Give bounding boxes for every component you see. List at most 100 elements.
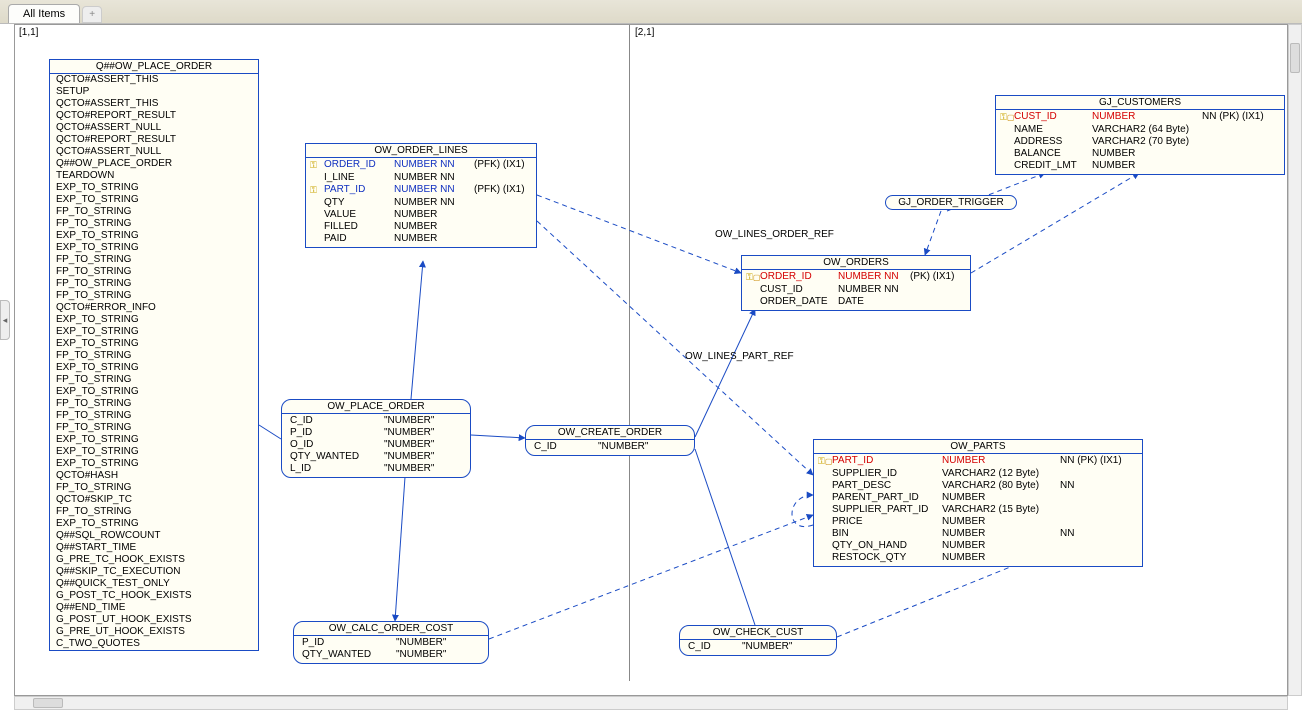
pane-divider [629,25,630,681]
list-item: Q##SQL_ROWCOUNT [50,530,258,542]
list-item: FP_TO_STRING [50,218,258,230]
list-item: EXP_TO_STRING [50,518,258,530]
list-item: Q##START_TIME [50,542,258,554]
proc-ow-check-cust[interactable]: OW_CHECK_CUSTC_ID"NUMBER" [679,625,837,656]
list-item: FP_TO_STRING [50,374,258,386]
list-item: G_PRE_TC_HOOK_EXISTS [50,554,258,566]
table-row: I_LINENUMBER NN [310,172,532,184]
list-item: SETUP [50,86,258,98]
list-item: QCTO#HASH [50,470,258,482]
list-item: TEARDOWN [50,170,258,182]
proc-title: OW_CALC_ORDER_COST [294,622,488,636]
entity-title: OW_PARTS [814,440,1142,454]
key-icon [818,456,825,467]
list-item: FP_TO_STRING [50,350,258,362]
table-row: PART_IDNUMBERNN (PK) (IX1) [818,455,1138,468]
list-item: FP_TO_STRING [50,506,258,518]
key-icon [746,272,753,283]
table-row: BALANCENUMBER [1000,148,1280,160]
list-item: QCTO#ERROR_INFO [50,302,258,314]
list-item: FP_TO_STRING [50,410,258,422]
list-item: FP_TO_STRING [50,278,258,290]
list-item: FP_TO_STRING [50,398,258,410]
proc-title: GJ_ORDER_TRIGGER [886,196,1016,209]
table-row: VALUENUMBER [310,209,532,221]
edge-label-lines-part: OW_LINES_PART_REF [685,351,794,362]
table-row: C_ID"NUMBER" [290,415,462,427]
list-item: QCTO#ASSERT_THIS [50,74,258,86]
tab-add[interactable]: + [82,6,102,23]
proc-ow-create-order[interactable]: OW_CREATE_ORDERC_ID"NUMBER" [525,425,695,456]
list-item: EXP_TO_STRING [50,326,258,338]
list-item: FP_TO_STRING [50,290,258,302]
table-row: SUPPLIER_PART_IDVARCHAR2 (15 Byte) [818,504,1138,516]
scrollbar-h-thumb[interactable] [33,698,63,708]
proc-title: OW_PLACE_ORDER [282,400,470,414]
entity-gj-customers[interactable]: GJ_CUSTOMERSCUST_IDNUMBERNN (PK) (IX1)NA… [995,95,1285,175]
list-item: EXP_TO_STRING [50,194,258,206]
table-row: C_ID"NUMBER" [534,441,686,453]
list-item: FP_TO_STRING [50,422,258,434]
list-item: FP_TO_STRING [50,482,258,494]
list-item: EXP_TO_STRING [50,242,258,254]
scrollbar-v-thumb[interactable] [1290,43,1300,73]
list-item: EXP_TO_STRING [50,434,258,446]
table-row: FILLEDNUMBER [310,221,532,233]
list-item: G_POST_UT_HOOK_EXISTS [50,614,258,626]
table-row: PART_DESCVARCHAR2 (80 Byte)NN [818,480,1138,492]
table-row: ORDER_DATEDATE [746,296,966,308]
key-icon [310,185,317,196]
table-row: P_ID"NUMBER" [290,427,462,439]
table-row: P_ID"NUMBER" [302,637,480,649]
table-row: SUPPLIER_IDVARCHAR2 (12 Byte) [818,468,1138,480]
table-row: ORDER_IDNUMBER NN(PFK) (IX1) [310,159,532,172]
proc-ow-place-order[interactable]: OW_PLACE_ORDERC_ID"NUMBER"P_ID"NUMBER"O_… [281,399,471,478]
list-item: EXP_TO_STRING [50,362,258,374]
list-item: Q##OW_PLACE_ORDER [50,158,258,170]
proc-gj-order-trigger[interactable]: GJ_ORDER_TRIGGER [885,195,1017,210]
list-item: EXP_TO_STRING [50,314,258,326]
edge-label-lines-order: OW_LINES_ORDER_REF [715,229,834,240]
list-item: EXP_TO_STRING [50,230,258,242]
entity-q-place-order[interactable]: Q##OW_PLACE_ORDERQCTO#ASSERT_THISSETUPQC… [49,59,259,651]
entity-ow-order-lines[interactable]: OW_ORDER_LINESORDER_IDNUMBER NN(PFK) (IX… [305,143,537,248]
list-item: FP_TO_STRING [50,206,258,218]
table-row: CREDIT_LMTNUMBER [1000,160,1280,172]
list-item: EXP_TO_STRING [50,386,258,398]
list-item: Q##END_TIME [50,602,258,614]
list-item: G_PRE_UT_HOOK_EXISTS [50,626,258,638]
proc-title: OW_CREATE_ORDER [526,426,694,440]
table-row: NAMEVARCHAR2 (64 Byte) [1000,124,1280,136]
tab-all-items[interactable]: All Items [8,4,80,23]
scrollbar-horizontal[interactable] [14,696,1288,710]
table-row: O_ID"NUMBER" [290,439,462,451]
list-item: QCTO#ASSERT_THIS [50,98,258,110]
entity-ow-parts[interactable]: OW_PARTSPART_IDNUMBERNN (PK) (IX1)SUPPLI… [813,439,1143,567]
proc-title: OW_CHECK_CUST [680,626,836,640]
list-item: FP_TO_STRING [50,254,258,266]
table-row: PRICENUMBER [818,516,1138,528]
table-row: QTY_ON_HANDNUMBER [818,540,1138,552]
list-item: Q##SKIP_TC_EXECUTION [50,566,258,578]
entity-ow-orders[interactable]: OW_ORDERSORDER_IDNUMBER NN(PK) (IX1)CUST… [741,255,971,311]
proc-ow-calc-order-cost[interactable]: OW_CALC_ORDER_COSTP_ID"NUMBER"QTY_WANTED… [293,621,489,664]
list-item: QCTO#ASSERT_NULL [50,146,258,158]
tab-bar: All Items + [0,0,1302,24]
list-item: G_POST_TC_HOOK_EXISTS [50,590,258,602]
left-panel-handle[interactable]: ◂ [0,300,10,340]
grid-label-left: [1,1] [19,27,38,38]
list-item: EXP_TO_STRING [50,338,258,350]
table-row: PAIDNUMBER [310,233,532,245]
diagram-canvas[interactable]: [1,1] [2,1] OW_LINES_ORDER_REF OW_LINES_… [14,24,1288,696]
list-item: C_TWO_QUOTES [50,638,258,650]
table-row: CUST_IDNUMBER NN [746,284,966,296]
entity-title: OW_ORDERS [742,256,970,270]
table-row: BINNUMBERNN [818,528,1138,540]
table-row: RESTOCK_QTYNUMBER [818,552,1138,564]
list-item: FP_TO_STRING [50,266,258,278]
key-icon [1000,112,1007,123]
table-row: ORDER_IDNUMBER NN(PK) (IX1) [746,271,966,284]
table-row: ADDRESSVARCHAR2 (70 Byte) [1000,136,1280,148]
table-row: QTY_WANTED"NUMBER" [302,649,480,661]
scrollbar-vertical[interactable] [1288,24,1302,696]
